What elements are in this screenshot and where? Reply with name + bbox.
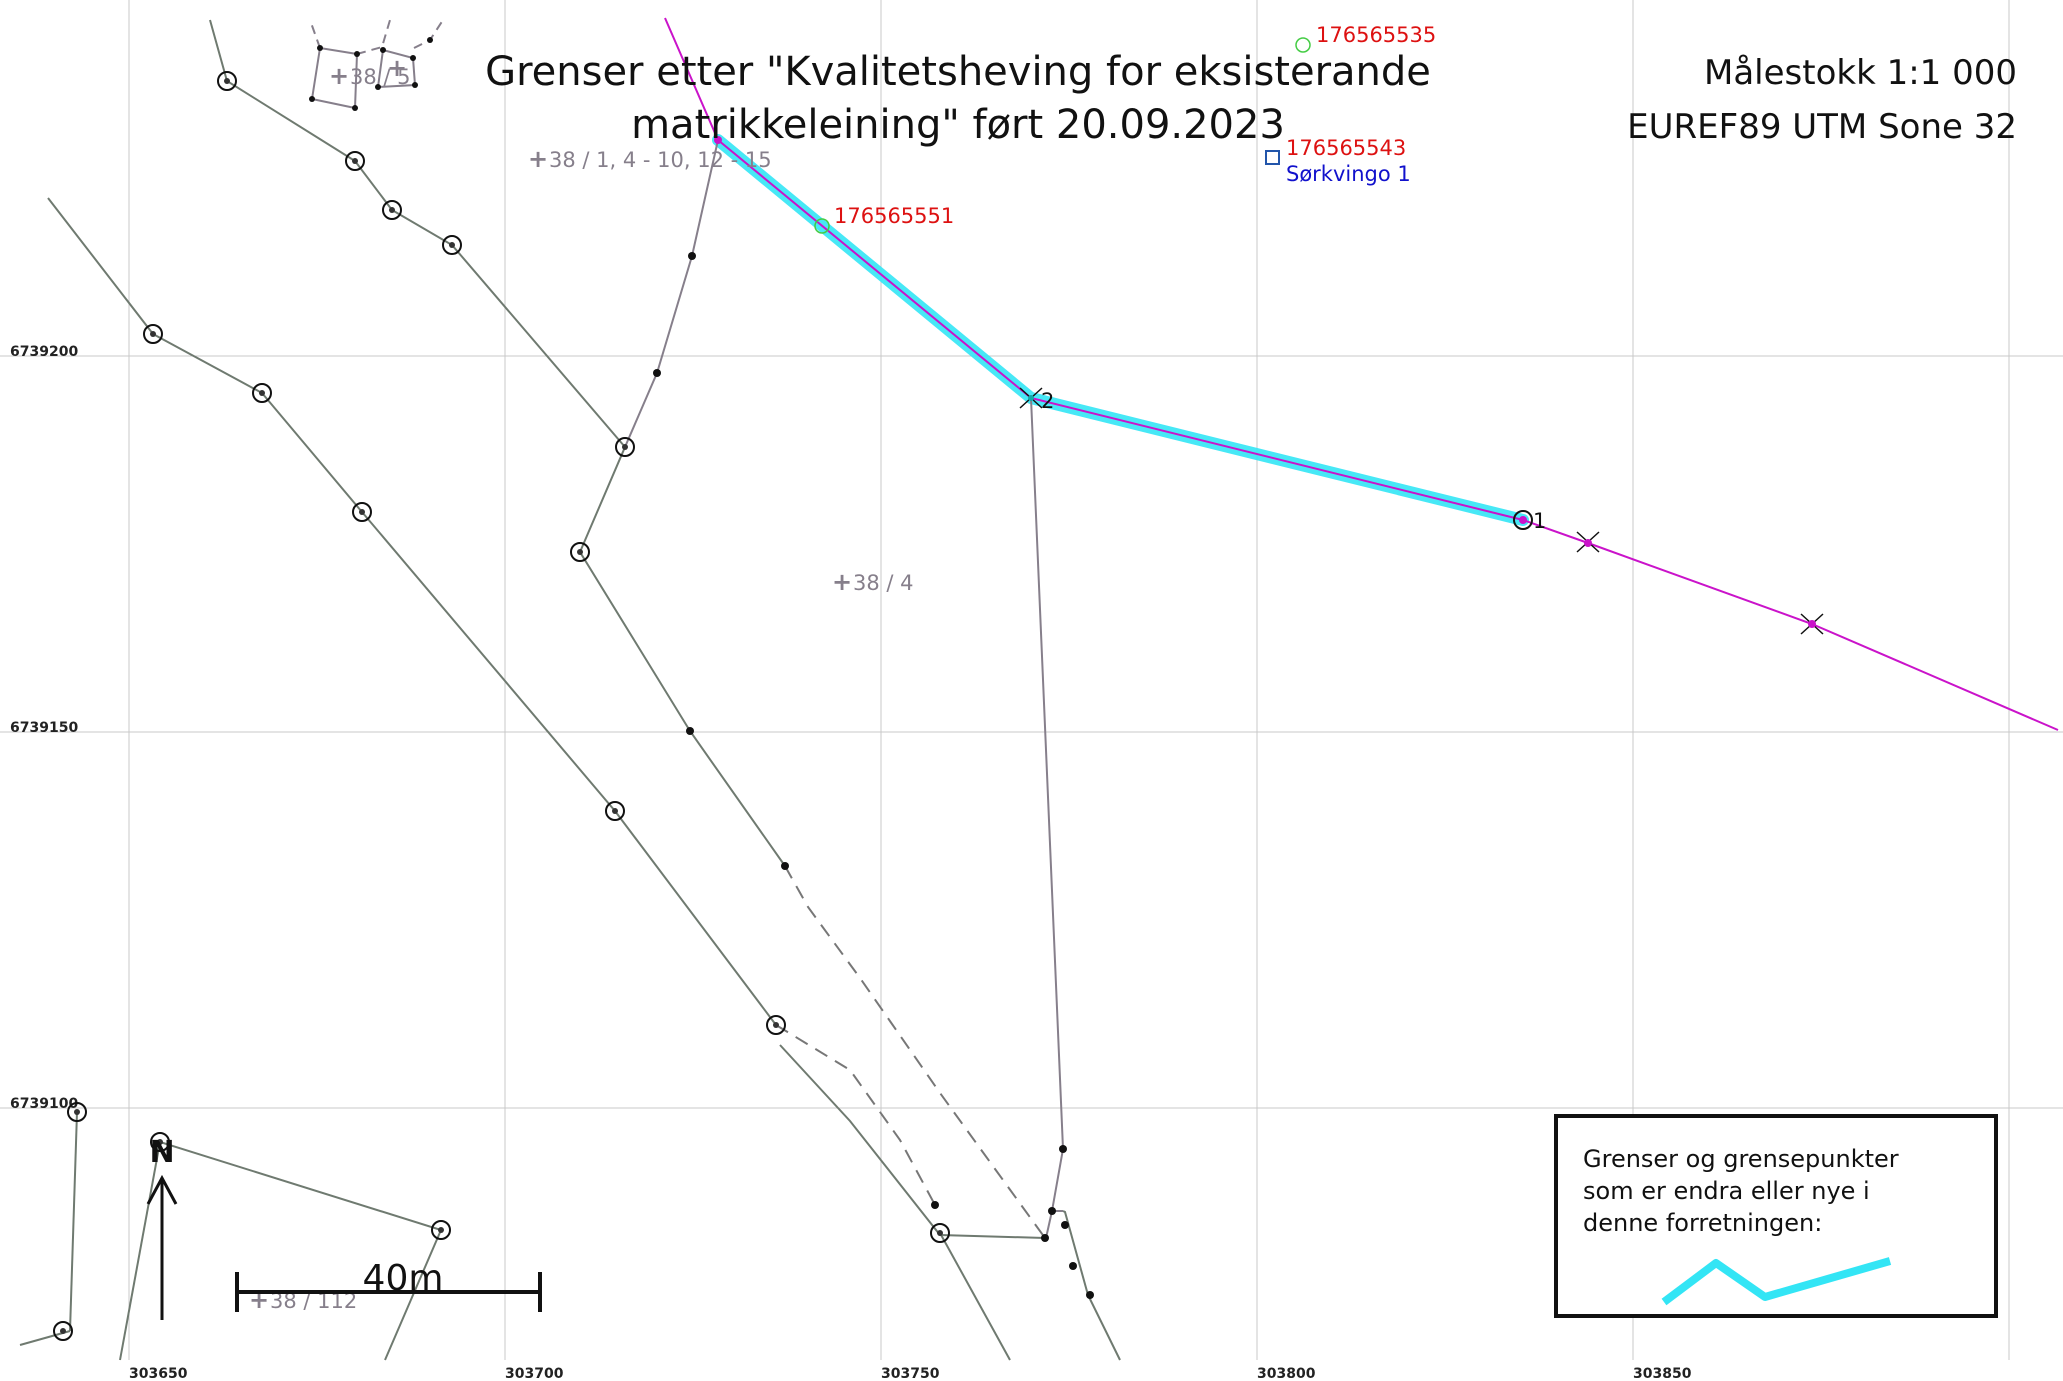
parcel-label-main: 38 / 4 [853, 571, 914, 595]
grid-label-n2: 6739150 [10, 720, 78, 736]
legend-line-2: som er endra eller nye i [1583, 1177, 1870, 1205]
grid-label-n3: 6739100 [10, 1096, 78, 1112]
point-label-176565535: 176565535 [1316, 23, 1436, 47]
plus-icon: + [832, 568, 852, 596]
grid-label-n1: 6739200 [10, 344, 78, 360]
scale-bar [235, 1272, 542, 1312]
plus-icon: + [387, 54, 407, 82]
grid-label-e3: 303750 [881, 1366, 940, 1381]
legend-box: Grenser og grensepunkter som er endra el… [1554, 1114, 1998, 1318]
grid-label-e1: 303650 [129, 1366, 188, 1381]
title-line-2: matrikkeleining" ført 20.09.2023 [631, 102, 1285, 148]
grid-label-e4: 303800 [1257, 1366, 1316, 1381]
parcel-label-top: 38 / 1, 4 - 10, 12 - 15 [549, 148, 772, 172]
legend-line-3: denne forretningen: [1583, 1209, 1822, 1237]
title-line-1: Grenser etter "Kvalitetsheving for eksis… [485, 49, 1431, 95]
changed-boundary-highlight[interactable] [712, 134, 1529, 526]
point-label-176565551: 176565551 [834, 204, 954, 228]
purple-boundary-lines[interactable] [624, 139, 1065, 1239]
boundary-point-label-1: 1 [1533, 509, 1546, 533]
address-point-icon[interactable] [1265, 150, 1280, 165]
dashed-boundaries[interactable] [775, 865, 1046, 1239]
plus-icon: + [528, 145, 548, 173]
fixpoint-176565535[interactable] [1295, 37, 1311, 53]
plus-icon: + [329, 62, 349, 90]
scale-text: Målestokk 1:1 000 [1704, 53, 2017, 93]
boundary-point-label-2: 2 [1041, 389, 1054, 413]
grid-label-e2: 303700 [505, 1366, 564, 1381]
north-arrow-icon [146, 1174, 178, 1320]
grid-label-e5: 303850 [1633, 1366, 1692, 1381]
north-label: N [149, 1135, 174, 1170]
scale-bar-label: 40m [363, 1258, 444, 1299]
crs-text: EUREF89 UTM Sone 32 [1627, 107, 2017, 147]
address-label: Sørkvingo 1 [1286, 162, 1411, 186]
parcel-label-small: 38 / 5 [350, 65, 411, 89]
point-label-176565543: 176565543 [1286, 136, 1406, 160]
legend-line-1: Grenser og grensepunkter [1583, 1145, 1899, 1173]
legend-symbol [1661, 1257, 1892, 1306]
fixpoint-176565551[interactable] [814, 218, 830, 234]
boundary-points[interactable] [53, 37, 1824, 1341]
boundary-lines[interactable] [19, 19, 1121, 1361]
